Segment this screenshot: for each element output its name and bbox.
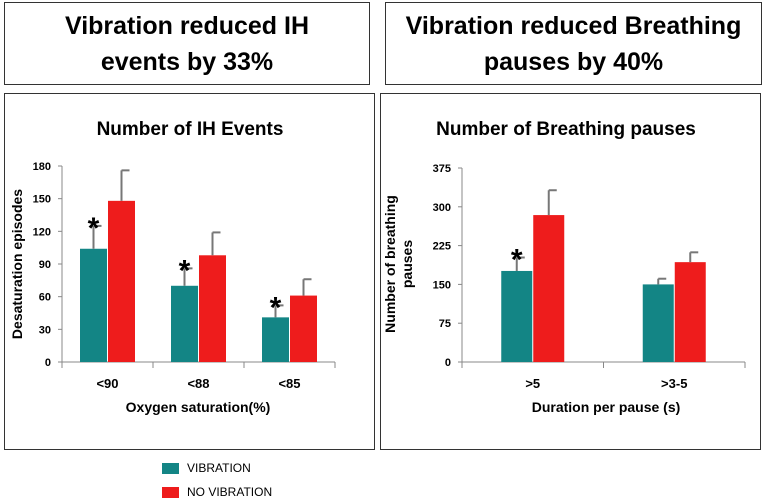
chart2-category-label: >5 (525, 376, 540, 391)
chart1-y-tick-label: 0 (45, 357, 51, 369)
chart2-y-tick-label: 225 (433, 241, 451, 253)
headline-right-line2: pauses by 40% (483, 47, 664, 76)
chart1-y-tick-label: 120 (33, 226, 51, 238)
chart1-significance-star: * (179, 254, 191, 287)
headline-left-line1: Vibration reduced IH (64, 11, 310, 40)
chart1-significance-star: * (88, 212, 100, 245)
chart2-bar-vibration (501, 270, 533, 362)
chart2-bar-no-vibration (674, 262, 706, 362)
chart2-x-axis-label: Duration per pause (s) (532, 399, 681, 415)
chart2-y-axis-label: Number of breathing (382, 195, 398, 333)
chart1-y-tick-label: 180 (33, 161, 51, 173)
headline-right: Vibration reduced Breathing pauses by 40… (385, 2, 762, 85)
chart1-bar-no-vibration (108, 200, 135, 362)
chart2-y-axis-label: pauses (399, 240, 415, 288)
chart2-title: Number of Breathing pauses (436, 119, 696, 140)
chart1-category-label: <90 (96, 376, 118, 391)
chart1-y-tick-label: 90 (39, 259, 51, 271)
chart1-significance-star: * (270, 291, 282, 324)
chart2-y-tick-label: 75 (439, 318, 451, 330)
chart2-bar-vibration (642, 284, 674, 362)
chart2-category-label: >3-5 (661, 376, 687, 391)
legend-item-no-vibration: NO VIBRATION (162, 485, 272, 499)
chart1-y-tick-label: 30 (39, 324, 51, 336)
chart2-y-tick-label: 300 (433, 202, 451, 214)
chart2-y-tick-label: 375 (433, 163, 451, 175)
chart2-significance-star: * (511, 243, 523, 276)
chart2-y-tick-label: 0 (445, 357, 451, 369)
chart1-y-tick-label: 60 (39, 292, 51, 304)
headline-left-line2: events by 33% (100, 47, 274, 76)
headline-right-line1: Vibration reduced Breathing (405, 11, 742, 40)
chart1-y-tick-label: 150 (33, 194, 51, 206)
chart1-bar-vibration (262, 317, 289, 362)
chart2-y-tick-label: 150 (433, 279, 451, 291)
legend-swatch-no-vibration (162, 486, 179, 498)
chart1-y-axis-label: Desaturation episodes (9, 189, 25, 339)
ih-events-panel (4, 93, 375, 450)
chart1-bar-vibration (80, 248, 107, 362)
chart1-category-label: <85 (278, 376, 300, 391)
legend-label-vibration: VIBRATION (187, 461, 251, 475)
chart1-bar-no-vibration (199, 255, 226, 362)
chart1-bar-vibration (171, 285, 198, 362)
chart2-bar-no-vibration (533, 215, 565, 362)
chart1-bar-no-vibration (290, 295, 317, 362)
chart1-x-axis-label: Oxygen saturation(%) (126, 399, 271, 415)
chart1-title: Number of IH Events (97, 119, 284, 140)
chart1-category-label: <88 (187, 376, 209, 391)
legend-swatch-vibration (162, 462, 179, 474)
legend-label-no-vibration: NO VIBRATION (187, 485, 273, 499)
legend-item-vibration: VIBRATION (162, 461, 251, 475)
headline-left: Vibration reduced IH events by 33% (4, 2, 370, 85)
